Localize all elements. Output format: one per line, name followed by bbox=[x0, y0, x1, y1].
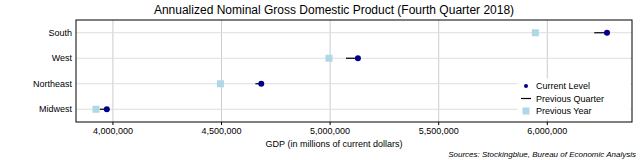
annotation: Sources: Stockingblue, Bureau of Economi… bbox=[448, 150, 636, 159]
dot-marker bbox=[355, 55, 361, 61]
category-label: Northeast bbox=[33, 79, 73, 89]
category-label: West bbox=[52, 53, 73, 63]
tick-label: 6,000,000 bbox=[527, 126, 567, 136]
dot-marker bbox=[104, 106, 110, 112]
legend-key bbox=[521, 98, 531, 99]
legend-box bbox=[518, 79, 630, 119]
tick-label: 5,500,000 bbox=[419, 126, 459, 136]
legend-label: Previous Quarter bbox=[536, 94, 604, 104]
grid-line bbox=[438, 20, 439, 122]
grid-line bbox=[330, 20, 331, 122]
square-marker bbox=[532, 29, 539, 36]
legend: Current Level Previous Quarter Previous Ye… bbox=[518, 79, 630, 119]
legend-key bbox=[524, 84, 528, 88]
grid-line bbox=[112, 20, 113, 122]
tick-label: 4,000,000 bbox=[93, 126, 133, 136]
category-label: South bbox=[48, 28, 72, 38]
dot-marker bbox=[258, 81, 264, 87]
dot-marker bbox=[604, 30, 610, 36]
axis-label: GDP (in millions of current dollars) bbox=[266, 139, 403, 149]
chart: 4,000,000 4,500,000 5,000,000 5,500,000 6,00… bbox=[0, 0, 640, 160]
square-marker bbox=[92, 106, 99, 113]
plot-frame bbox=[76, 20, 632, 122]
grid-line bbox=[221, 20, 222, 122]
grid-line bbox=[76, 58, 632, 59]
tick-label: 5,000,000 bbox=[310, 126, 350, 136]
grid-line bbox=[76, 32, 632, 33]
square-marker bbox=[217, 80, 224, 87]
square-marker bbox=[326, 55, 333, 62]
legend-label: Current Level bbox=[536, 81, 590, 91]
legend-label: Previous Year bbox=[536, 106, 592, 116]
title: Annualized Nominal Gross Domestic Produc… bbox=[154, 3, 514, 17]
plot-area bbox=[76, 20, 632, 122]
tick-label: 4,500,000 bbox=[201, 126, 241, 136]
category-label: Midwest bbox=[39, 104, 73, 114]
legend-key bbox=[523, 108, 530, 115]
